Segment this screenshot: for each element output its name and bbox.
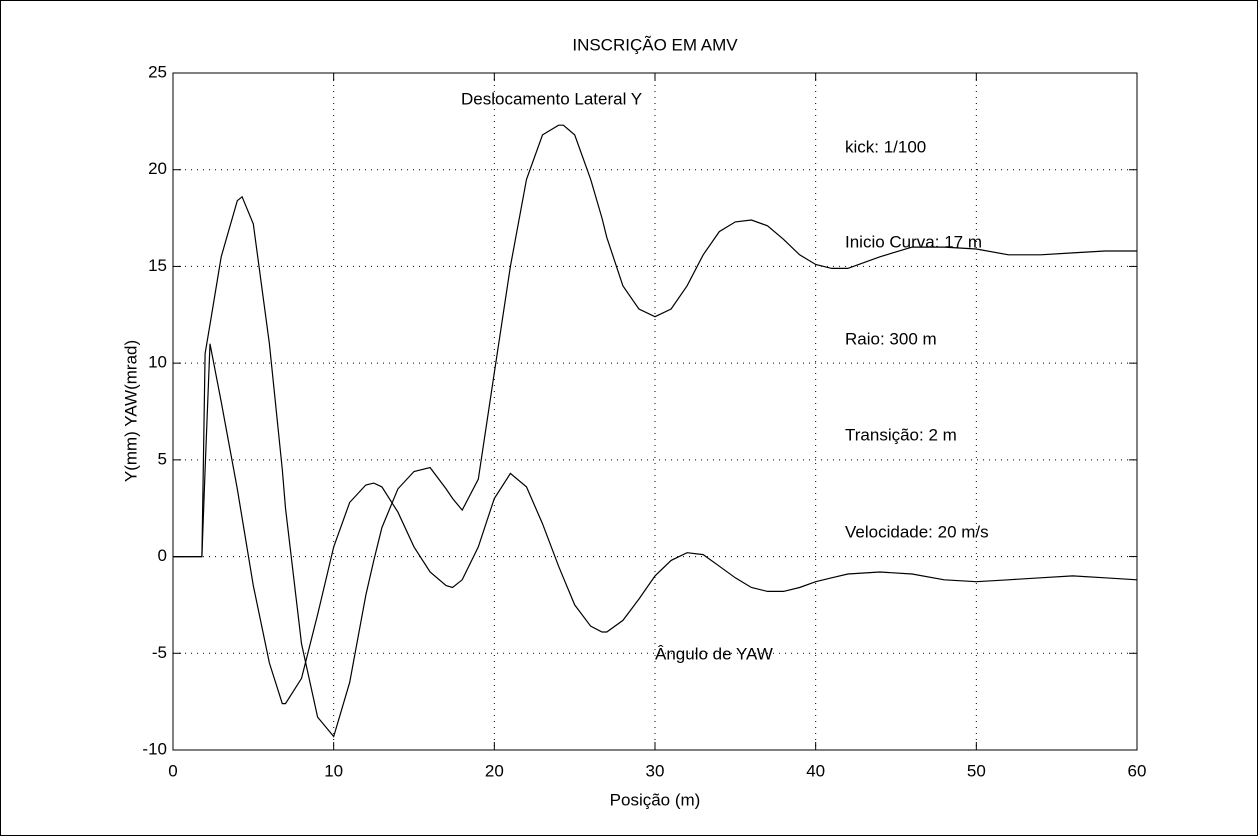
y-tick-label: 5	[158, 449, 167, 468]
y-tick-label: -10	[142, 739, 167, 758]
y-tick-label: 25	[148, 62, 167, 81]
x-tick-label: 60	[1128, 761, 1147, 780]
annotation: kick: 1/100	[845, 137, 926, 156]
series-label: Deslocamento Lateral Y	[461, 89, 642, 108]
x-tick-label: 20	[485, 761, 504, 780]
annotation: Velocidade: 20 m/s	[845, 522, 989, 541]
y-tick-label: -5	[152, 643, 167, 662]
x-tick-label: 0	[168, 761, 177, 780]
x-tick-label: 40	[806, 761, 825, 780]
x-tick-label: 50	[967, 761, 986, 780]
series-line	[173, 124, 1137, 738]
x-axis-label: Posição (m)	[610, 790, 701, 809]
annotation: Raio: 300 m	[845, 329, 937, 348]
y-axis-label: Y(mm) YAW(mrad)	[121, 340, 140, 482]
y-tick-label: 20	[148, 159, 167, 178]
annotation: Inicio Curva: 17 m	[845, 232, 982, 251]
chart-title: INSCRIÇÃO EM AMV	[572, 35, 738, 54]
y-tick-label: 10	[148, 353, 167, 372]
series-label: Ângulo de YAW	[655, 644, 773, 663]
y-tick-label: 0	[158, 546, 167, 565]
y-tick-label: 15	[148, 256, 167, 275]
annotation: Transição: 2 m	[845, 425, 957, 444]
x-tick-label: 10	[324, 761, 343, 780]
series-line	[173, 343, 1138, 705]
x-tick-label: 30	[646, 761, 665, 780]
plot-area	[172, 72, 1138, 751]
